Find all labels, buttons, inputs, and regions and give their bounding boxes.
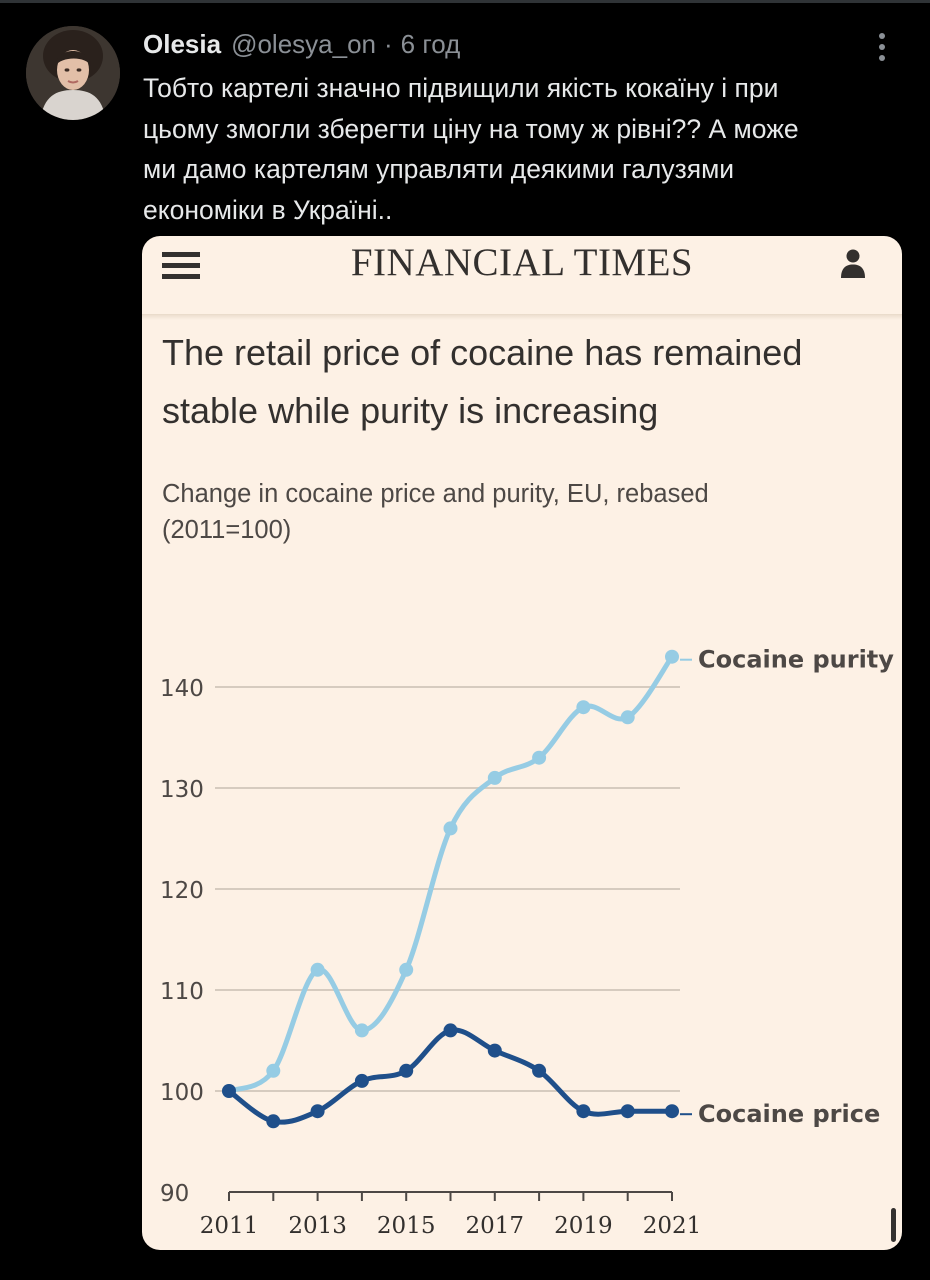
x-tick-label-2021: 2021 [643, 1213, 702, 1239]
avatar-photo [26, 26, 120, 120]
cocaine-price-point-2015 [399, 1063, 414, 1078]
author-handle[interactable]: @olesya_on [231, 28, 376, 59]
cocaine-purity-point-2016 [443, 821, 458, 836]
ft-header: FINANCIAL TIMES [142, 236, 902, 315]
y-tick-label-110: 110 [160, 979, 204, 1005]
cocaine-price-point-2021 [665, 1104, 679, 1119]
header-shadow [142, 314, 902, 320]
cocaine-purity-point-2018 [532, 750, 547, 765]
chart-subtitle: Change in cocaine price and purity, EU, … [162, 480, 709, 544]
cocaine-purity-point-2017 [487, 770, 502, 785]
cocaine-price-point-2020 [620, 1104, 635, 1119]
cocaine-price-point-2018 [532, 1063, 547, 1078]
meta-separator: · [384, 28, 393, 59]
scrollbar-thumb[interactable] [891, 1208, 896, 1242]
avatar[interactable] [26, 26, 120, 120]
cocaine-price-point-2013 [310, 1104, 325, 1119]
cocaine-purity-point-2012 [266, 1063, 281, 1078]
x-tick-label-2011: 2011 [200, 1213, 259, 1239]
hamburger-icon [162, 248, 202, 284]
cocaine-purity-point-2014 [354, 1023, 369, 1038]
cocaine-purity-label: Cocaine purity [698, 646, 894, 674]
user-icon [838, 248, 868, 282]
cocaine-price-line [226, 1027, 675, 1125]
y-tick-label-120: 120 [160, 878, 204, 904]
tweet-media-image[interactable]: FINANCIAL TIMES The retail price of coca… [142, 236, 902, 1250]
cocaine-purity-point-2021 [665, 649, 679, 664]
cocaine-price-point-2016 [443, 1023, 458, 1038]
y-tick-label-130: 130 [160, 777, 204, 803]
cocaine-purity-point-2015 [399, 962, 414, 977]
vertical-dots-icon [879, 33, 885, 61]
cocaine-price-label: Cocaine price [698, 1100, 880, 1128]
cocaine-price-point-2017 [487, 1043, 502, 1058]
top-divider [0, 0, 930, 3]
chart-title: The retail price of cocaine has remained… [162, 332, 803, 431]
cocaine-purity-point-2020 [620, 710, 635, 725]
x-tick-label-2017: 2017 [466, 1213, 525, 1239]
y-tick-label-140: 140 [160, 676, 204, 702]
x-tick-label-2015: 2015 [377, 1213, 436, 1239]
cocaine-purity-point-2019 [576, 700, 591, 715]
author-name[interactable]: Olesia [143, 28, 222, 59]
line-chart: 90 100 110 120 130 140 2011 2013 2015 2017 2019 202… [160, 646, 894, 1239]
more-options-button[interactable] [862, 28, 902, 68]
cocaine-price-point-2012 [266, 1114, 281, 1129]
cocaine-purity-point-2013 [310, 962, 325, 977]
cocaine-price-point-2011 [222, 1084, 236, 1098]
y-tick-label-90: 90 [160, 1181, 189, 1207]
y-tick-label-100: 100 [160, 1080, 204, 1106]
tweet-header: Olesia @olesya_on · 6 год [143, 26, 460, 62]
cocaine-price-point-2019 [576, 1104, 591, 1119]
cocaine-price-point-2014 [354, 1073, 369, 1088]
tweet-text: Тобто картелі значно підвищили якість ко… [143, 73, 799, 225]
x-tick-label-2013: 2013 [288, 1213, 347, 1239]
post-timestamp[interactable]: 6 год [400, 28, 461, 59]
ft-logo: FINANCIAL TIMES [350, 241, 694, 284]
x-tick-label-2019: 2019 [554, 1213, 613, 1239]
